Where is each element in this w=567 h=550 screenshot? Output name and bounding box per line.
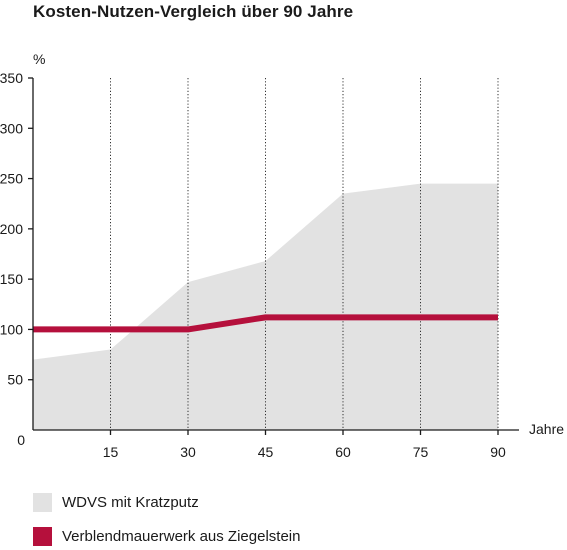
x-tick-label-60: 60 [335, 444, 351, 460]
x-tick-label-15: 15 [103, 444, 119, 460]
y-tick-label-350: 350 [0, 70, 23, 86]
area-series-wdvs [33, 183, 498, 430]
y-tick-label-0: 0 [17, 432, 25, 448]
x-tick-label-90: 90 [490, 444, 506, 460]
x-axis-label: Jahre [529, 421, 564, 437]
y-tick-label-200: 200 [0, 221, 23, 237]
y-tick-label-50: 50 [7, 372, 23, 388]
chart-title: Kosten-Nutzen-Vergleich über 90 Jahre [33, 2, 354, 21]
x-tick-label-75: 75 [413, 444, 429, 460]
y-axis-label: % [33, 51, 45, 67]
legend-label-ziegel: Verblendmauerwerk aus Ziegelstein [62, 528, 301, 545]
y-tick-label-150: 150 [0, 271, 23, 287]
y-tick-label-250: 250 [0, 171, 23, 187]
y-tick-label-300: 300 [0, 120, 23, 136]
x-tick-label-45: 45 [258, 444, 274, 460]
legend-item-wdvs: WDVS mit Kratzputz [33, 493, 199, 512]
legend-label-wdvs: WDVS mit Kratzputz [62, 494, 199, 511]
legend-item-ziegel: Verblendmauerwerk aus Ziegelstein [33, 527, 300, 546]
legend-swatch-ziegel [33, 527, 52, 546]
y-tick-label-100: 100 [0, 321, 23, 337]
chart: 0 50 100 150 200 250 300 350 15 30 45 60 75 90% Jahre [0, 51, 564, 460]
x-tick-label-30: 30 [180, 444, 196, 460]
legend-swatch-wdvs [33, 493, 52, 512]
line-series-ziegel [33, 314, 498, 333]
